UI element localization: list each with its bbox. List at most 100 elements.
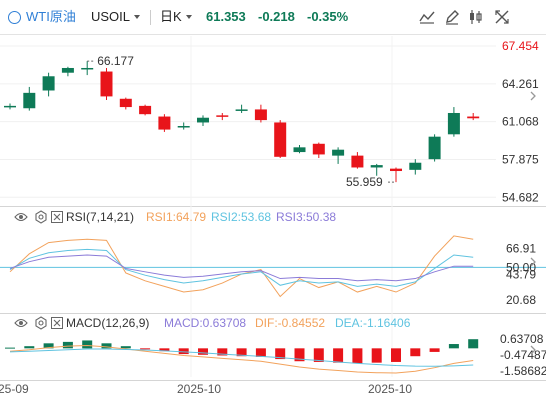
macd-bar <box>159 348 170 352</box>
macd-bar <box>236 348 247 357</box>
line-chart-icon[interactable] <box>418 9 436 25</box>
macd-bar <box>82 340 93 349</box>
rsi1-line <box>9 235 474 298</box>
chevron-right-icon <box>530 91 536 101</box>
rsi-legend: RSI(7,14,21) RSI1:64.79 RSI2:53.68 RSI3:… <box>4 210 404 226</box>
time-axis: 25-09 2025-10 2025-10 <box>0 382 412 396</box>
chevron-down-icon <box>134 15 140 19</box>
candle-body <box>428 136 441 160</box>
macd-bar <box>333 348 344 363</box>
chevron-right-icon <box>530 345 536 355</box>
dea-line <box>9 348 474 367</box>
dif-line <box>9 344 474 374</box>
macd-value: MACD:0.63708 <box>164 316 247 330</box>
macd-lines <box>9 344 474 374</box>
candle-body <box>177 126 190 128</box>
price-tick-label: 54.682 <box>502 190 539 204</box>
macd-histogram <box>5 339 479 364</box>
symbol-code: USOIL <box>91 9 131 24</box>
candle-body <box>293 147 306 153</box>
candle-body <box>158 116 171 130</box>
macd-bar <box>352 348 363 364</box>
macd-bar <box>313 348 324 362</box>
macd-legend: MACD(12,26,9) MACD:0.63708 DIF:-0.84552 … <box>4 316 464 332</box>
eye-icon[interactable] <box>14 211 28 223</box>
period-label: 日K <box>160 9 182 24</box>
macd-bar <box>371 348 382 363</box>
candle-body <box>390 168 402 172</box>
candle-body <box>4 105 16 108</box>
rsi-indicator-label: RSI(7,14,21) <box>66 210 135 224</box>
pen-icon[interactable] <box>443 9 461 25</box>
candle-body <box>197 117 209 123</box>
rsi3-line <box>9 254 474 282</box>
eye-icon[interactable] <box>14 317 28 329</box>
macd-axis: 0.63708 -0.47487 -1.58682 <box>500 332 546 378</box>
candle-series[interactable] <box>4 61 480 183</box>
candle-body <box>254 109 267 121</box>
rsi3-value: RSI3:50.38 <box>276 210 337 224</box>
macd-bar <box>62 341 73 349</box>
candle-body <box>467 116 480 119</box>
high-label: 66.177 <box>97 54 134 68</box>
divider <box>150 10 151 25</box>
macd-bar <box>24 346 35 349</box>
price-tick-label: 57.875 <box>502 152 539 166</box>
macd-bar <box>43 343 54 349</box>
candle-body <box>119 98 132 108</box>
fullscreen-icon[interactable] <box>493 9 511 25</box>
symbol-name: WTI原油 <box>26 9 76 24</box>
dea-value: DEA:-1.16406 <box>335 316 411 330</box>
time-tick-label: 2025-10 <box>368 382 412 396</box>
candle-settings-icon[interactable] <box>467 9 485 25</box>
macd-indicator-label: MACD(12,26,9) <box>66 316 150 330</box>
price-tick-label: 61.068 <box>502 115 539 129</box>
macd-bar <box>178 348 189 355</box>
macd-bar <box>391 348 401 362</box>
macd-bar <box>294 348 305 362</box>
candle-body <box>447 112 460 135</box>
last-price: 61.353 <box>206 9 246 24</box>
price-change: -0.218 <box>258 9 295 24</box>
time-tick-label: 2025-10 <box>177 382 221 396</box>
close-icon[interactable] <box>51 211 63 223</box>
info-circle-icon <box>8 11 21 24</box>
panel-frames <box>0 34 546 381</box>
price-tick-label: 64.261 <box>502 77 539 91</box>
candle-body <box>351 155 364 168</box>
settings-icon[interactable] <box>34 210 48 224</box>
side-toolbar <box>530 91 536 355</box>
price-change-pct: -0.35% <box>307 9 349 24</box>
rsi2-line <box>9 248 474 287</box>
time-tick-label: 25-09 <box>0 382 29 396</box>
macd-bar <box>198 348 208 355</box>
macd-bar <box>217 348 228 356</box>
macd-bar <box>275 348 286 360</box>
candle-body <box>274 122 287 157</box>
macd-bar <box>140 348 151 350</box>
macd-bar <box>120 346 131 349</box>
period-dropdown[interactable]: 日K <box>156 9 196 27</box>
rsi-tick-label: 20.68 <box>506 293 536 307</box>
macd-tick-label: -0.47487 <box>500 348 546 362</box>
symbol-dropdown[interactable]: WTI原油 USOIL <box>4 9 154 27</box>
rsi2-value: RSI2:53.68 <box>211 210 272 224</box>
close-icon[interactable] <box>51 317 63 329</box>
macd-bar <box>448 344 459 349</box>
candle-body <box>370 165 383 168</box>
high-low-labels: 66.177 55.959 <box>87 54 396 189</box>
settings-icon[interactable] <box>34 316 48 330</box>
rsi-series <box>9 235 474 298</box>
candle-body <box>100 71 113 97</box>
candle-body <box>312 143 325 155</box>
chevron-right-icon <box>530 257 536 267</box>
macd-bar <box>255 348 266 357</box>
low-label: 55.959 <box>346 175 383 189</box>
rsi-tick-label: 50.00 <box>506 260 536 274</box>
macd-bar <box>468 339 479 349</box>
candle-body <box>139 105 152 115</box>
rsi1-value: RSI1:64.79 <box>146 210 207 224</box>
